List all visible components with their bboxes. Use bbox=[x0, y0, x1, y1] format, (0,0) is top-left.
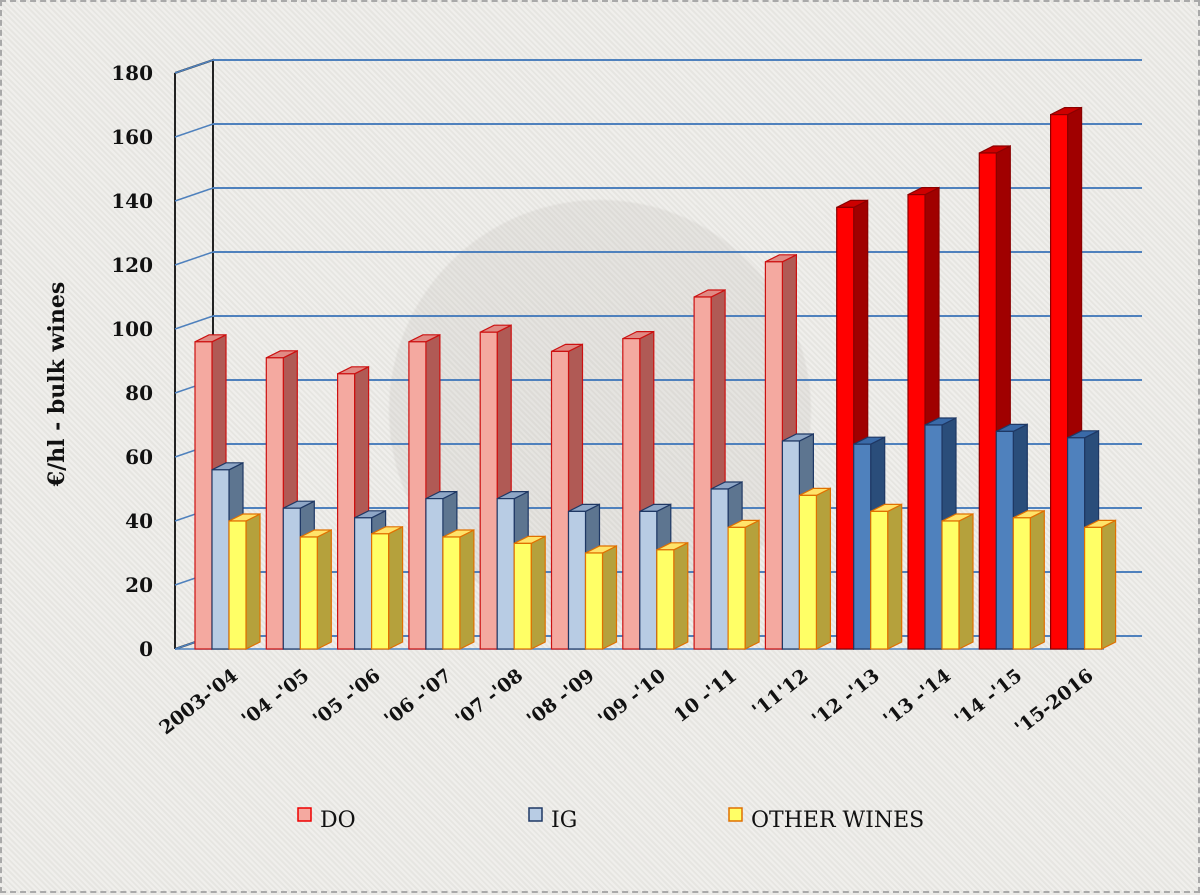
bar-other-wines bbox=[442, 529, 475, 650]
gridline-depth bbox=[174, 59, 214, 74]
y-tick-label: 80 bbox=[125, 381, 153, 405]
legend-swatch-other-wines bbox=[728, 807, 743, 822]
y-tick-label: 120 bbox=[111, 253, 153, 277]
y-tick-label: 60 bbox=[125, 445, 153, 469]
legend: DO IG OTHER WINES bbox=[297, 807, 924, 833]
x-tick-label: '06 -'07 bbox=[380, 665, 456, 731]
gridline-depth bbox=[174, 123, 214, 138]
bar-other-wines bbox=[870, 503, 903, 650]
bar-other-wines bbox=[727, 519, 760, 650]
legend-label-ig: IG bbox=[551, 808, 577, 833]
legend-label-do: DO bbox=[320, 808, 356, 833]
y-tick-label: 20 bbox=[125, 573, 153, 597]
bars-layer bbox=[194, 106, 1117, 650]
legend-label-other-wines: OTHER WINES bbox=[751, 808, 924, 833]
bar-other-wines bbox=[1083, 519, 1117, 650]
x-tick-label: '07 -'08 bbox=[451, 665, 527, 731]
x-tick-label: '11'12 bbox=[748, 665, 812, 722]
y-tick-label: 40 bbox=[125, 509, 153, 533]
y-tick-label: 100 bbox=[111, 317, 153, 341]
bar-other-wines bbox=[656, 541, 689, 650]
x-tick-label: '12 -'13 bbox=[808, 665, 884, 731]
gridline-depth bbox=[174, 251, 214, 266]
x-tick-label: '09 -'10 bbox=[594, 665, 670, 731]
gridline-depth bbox=[174, 187, 214, 202]
x-tick-label: '13 -'14 bbox=[879, 665, 955, 731]
x-tick-label: '05 -'06 bbox=[309, 665, 385, 731]
y-tick-label: 0 bbox=[139, 637, 153, 661]
y-tick-label: 160 bbox=[111, 125, 153, 149]
x-tick-label: '08 -'09 bbox=[523, 665, 599, 731]
x-tick-label: 2003-'04 bbox=[155, 665, 242, 740]
bar-other-wines bbox=[1012, 509, 1045, 650]
legend-swatch-ig bbox=[528, 807, 543, 822]
y-tick-label: 180 bbox=[111, 61, 153, 85]
gridline-depth bbox=[174, 315, 214, 330]
bar-other-wines bbox=[584, 545, 618, 650]
legend-swatch-do bbox=[297, 807, 312, 822]
bar-other-wines bbox=[513, 535, 546, 650]
bar-other-wines bbox=[228, 513, 261, 650]
bar-other-wines bbox=[941, 513, 974, 650]
y-tick-label: 140 bbox=[111, 189, 153, 213]
y-axis-title: €/hl - bulk wines bbox=[44, 282, 70, 487]
x-tick-label: 10 -'11 bbox=[670, 665, 741, 727]
x-tick-label: '15-2016 bbox=[1011, 665, 1098, 740]
bar-other-wines bbox=[371, 525, 404, 650]
bar-other-wines bbox=[299, 529, 332, 650]
x-tick-label: '04 -'05 bbox=[238, 665, 314, 731]
bar-other-wines bbox=[798, 487, 832, 650]
